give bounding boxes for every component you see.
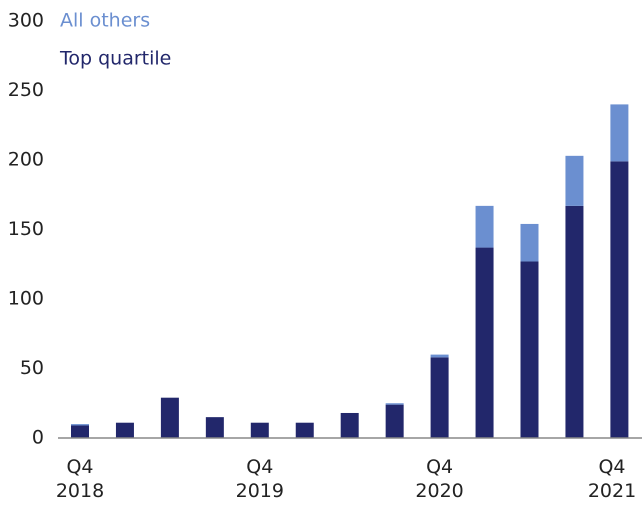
y-tick-label: 300: [8, 10, 44, 32]
bar-segment: [565, 155, 584, 206]
bar-segment: [115, 422, 134, 438]
x-tick-label: Q4 2021: [587, 456, 637, 502]
y-tick-label: 100: [8, 288, 44, 310]
x-tick-label: Q4 2019: [235, 456, 284, 502]
bar-segment: [520, 261, 539, 438]
bar-segment: [475, 205, 494, 248]
bar-segment: [160, 397, 179, 438]
bar-segment: [295, 422, 314, 438]
y-tick-label: 250: [8, 79, 44, 101]
legend-label: Top quartile: [59, 48, 171, 70]
y-tick-label: 200: [8, 149, 44, 171]
y-tick-label: 0: [32, 427, 44, 449]
bar-segment: [430, 357, 449, 438]
x-tick-label: Q4 2020: [415, 456, 464, 502]
y-tick-label: 150: [8, 218, 44, 240]
bar-segment: [250, 422, 269, 438]
bar-segment: [71, 425, 89, 438]
bar-segment: [205, 417, 224, 438]
bar-segment: [475, 247, 494, 438]
bar-segment: [385, 403, 404, 405]
bar-segment: [71, 424, 89, 426]
bar-segment: [610, 104, 629, 162]
bar-segment: [610, 161, 629, 438]
legend-label: All others: [60, 10, 150, 32]
bar-segment: [385, 404, 404, 438]
bar-segment: [430, 354, 449, 358]
bar-segment: [565, 205, 584, 438]
x-tick-label: Q4 2018: [55, 456, 105, 502]
bar-segment: [340, 412, 359, 438]
y-tick-label: 50: [20, 357, 44, 379]
bar-segment: [520, 223, 539, 262]
